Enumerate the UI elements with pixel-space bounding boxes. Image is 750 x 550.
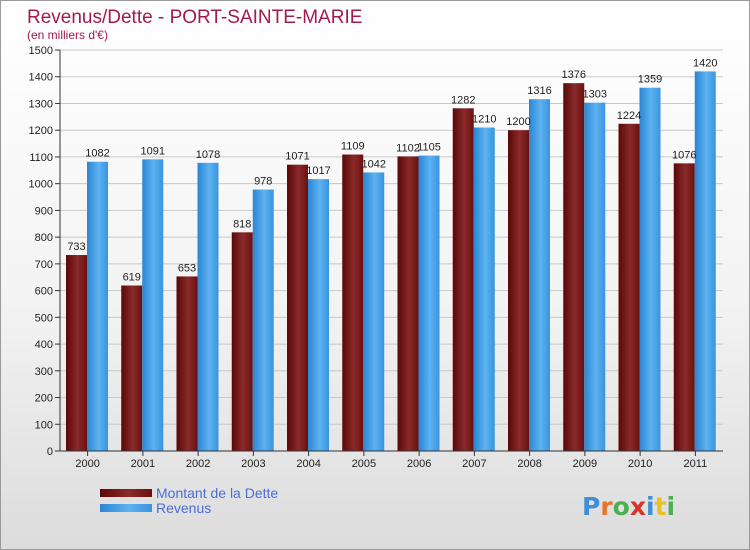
data-label-dette: 1376	[562, 69, 586, 81]
data-labels: 733 1082 619 1091 653 1078 818 978 1071 1017 1109 1…	[67, 57, 717, 283]
svg-text:Proxiti: Proxiti	[582, 492, 675, 521]
y-tick-label: 700	[35, 259, 53, 271]
data-label-revenus: 1078	[196, 149, 220, 161]
bar-dette	[563, 83, 585, 452]
data-label-dette: 818	[233, 218, 251, 230]
bar-revenus	[418, 155, 440, 451]
proxiti-logo: Proxiti	[582, 492, 675, 521]
bar-revenus	[639, 87, 661, 451]
chart-title: Revenus/Dette - PORT-SAINTE-MARIE	[27, 7, 362, 28]
chart-subtitle: (en milliers d'€)	[27, 28, 108, 42]
bar-revenus	[308, 179, 329, 451]
y-tick-label: 1400	[29, 72, 53, 84]
y-tick-label: 0	[47, 446, 53, 458]
x-tick-label: 2007	[462, 458, 486, 470]
y-tick-label: 400	[35, 339, 53, 351]
bar-revenus	[197, 162, 219, 451]
legend-label-dette: Montant de la Dette	[156, 485, 278, 501]
data-label-revenus: 1105	[417, 142, 441, 154]
bar-revenus	[694, 71, 716, 452]
y-tick-label: 1500	[29, 45, 53, 57]
legend-label-revenus: Revenus	[156, 500, 211, 516]
data-label-revenus: 1091	[141, 145, 165, 157]
bar-dette	[66, 255, 87, 451]
x-tick-label: 2008	[517, 458, 541, 470]
y-tick-label: 1000	[29, 179, 53, 191]
x-tick-label: 2006	[407, 458, 431, 470]
x-tick-label: 2001	[131, 458, 155, 470]
y-tick-label: 1300	[29, 98, 53, 110]
data-label-revenus: 978	[254, 176, 272, 188]
x-tick-label: 2009	[573, 458, 597, 470]
bar-dette	[176, 276, 198, 451]
bar-revenus	[363, 172, 385, 451]
bar-dette	[673, 163, 695, 451]
y-tick-label: 1100	[29, 152, 53, 164]
data-label-revenus: 1420	[693, 57, 717, 69]
y-tick-label: 300	[35, 366, 53, 378]
legend: Montant de la Dette Revenus	[100, 485, 278, 516]
bar-revenus	[87, 161, 108, 451]
bar-dette	[287, 164, 308, 451]
data-label-dette: 1109	[341, 141, 365, 153]
data-label-revenus: 1082	[85, 148, 109, 160]
x-tick-label: 2003	[241, 458, 265, 470]
bar-dette	[508, 130, 529, 451]
data-label-revenus: 1017	[306, 165, 330, 177]
x-axis-ticks: 2000 2001 2002 2003 2004 2005 2006 2007 2008 2009…	[75, 451, 707, 470]
y-tick-label: 600	[35, 286, 53, 298]
data-label-dette: 1282	[451, 94, 475, 106]
x-tick-label: 2011	[684, 458, 708, 470]
y-tick-label: 800	[35, 232, 53, 244]
x-tick-label: 2002	[186, 458, 210, 470]
data-label-revenus: 1042	[362, 158, 386, 170]
data-label-dette: 1224	[617, 110, 641, 122]
data-label-revenus: 1303	[583, 89, 607, 101]
data-label-dette: 619	[123, 272, 141, 284]
y-tick-label: 500	[35, 312, 53, 324]
y-tick-label: 200	[35, 393, 53, 405]
data-label-dette: 1200	[506, 116, 530, 128]
bar-dette	[121, 285, 143, 451]
y-tick-label: 100	[35, 419, 53, 431]
bar-dette	[618, 123, 640, 451]
x-tick-label: 2005	[352, 458, 376, 470]
data-label-dette: 733	[67, 241, 85, 253]
x-tick-label: 2000	[75, 458, 99, 470]
bar-revenus	[473, 127, 495, 451]
bars	[66, 71, 716, 452]
data-label-dette: 1071	[285, 151, 309, 163]
data-label-revenus: 1316	[527, 85, 551, 97]
bar-dette	[397, 156, 419, 451]
y-axis-ticks: 0 100 200 300 400 500 600 700 800 900 1000 1100 1200…	[29, 45, 60, 458]
bar-revenus	[584, 102, 606, 451]
bar-revenus	[252, 189, 274, 451]
data-label-dette: 1102	[396, 142, 420, 154]
bar-revenus	[142, 159, 164, 451]
legend-swatch-dette	[100, 489, 152, 497]
data-label-dette: 653	[178, 262, 196, 274]
bar-dette	[342, 154, 364, 451]
data-label-revenus: 1210	[472, 114, 496, 126]
y-tick-label: 1200	[29, 125, 53, 137]
data-label-dette: 1076	[672, 149, 696, 161]
bar-revenus	[529, 99, 550, 451]
y-tick-label: 900	[35, 205, 53, 217]
bar-dette	[452, 108, 474, 452]
data-label-revenus: 1359	[638, 74, 662, 86]
x-tick-label: 2010	[628, 458, 652, 470]
x-tick-label: 2004	[296, 458, 320, 470]
legend-swatch-revenus	[100, 504, 152, 512]
bar-dette	[231, 232, 253, 451]
